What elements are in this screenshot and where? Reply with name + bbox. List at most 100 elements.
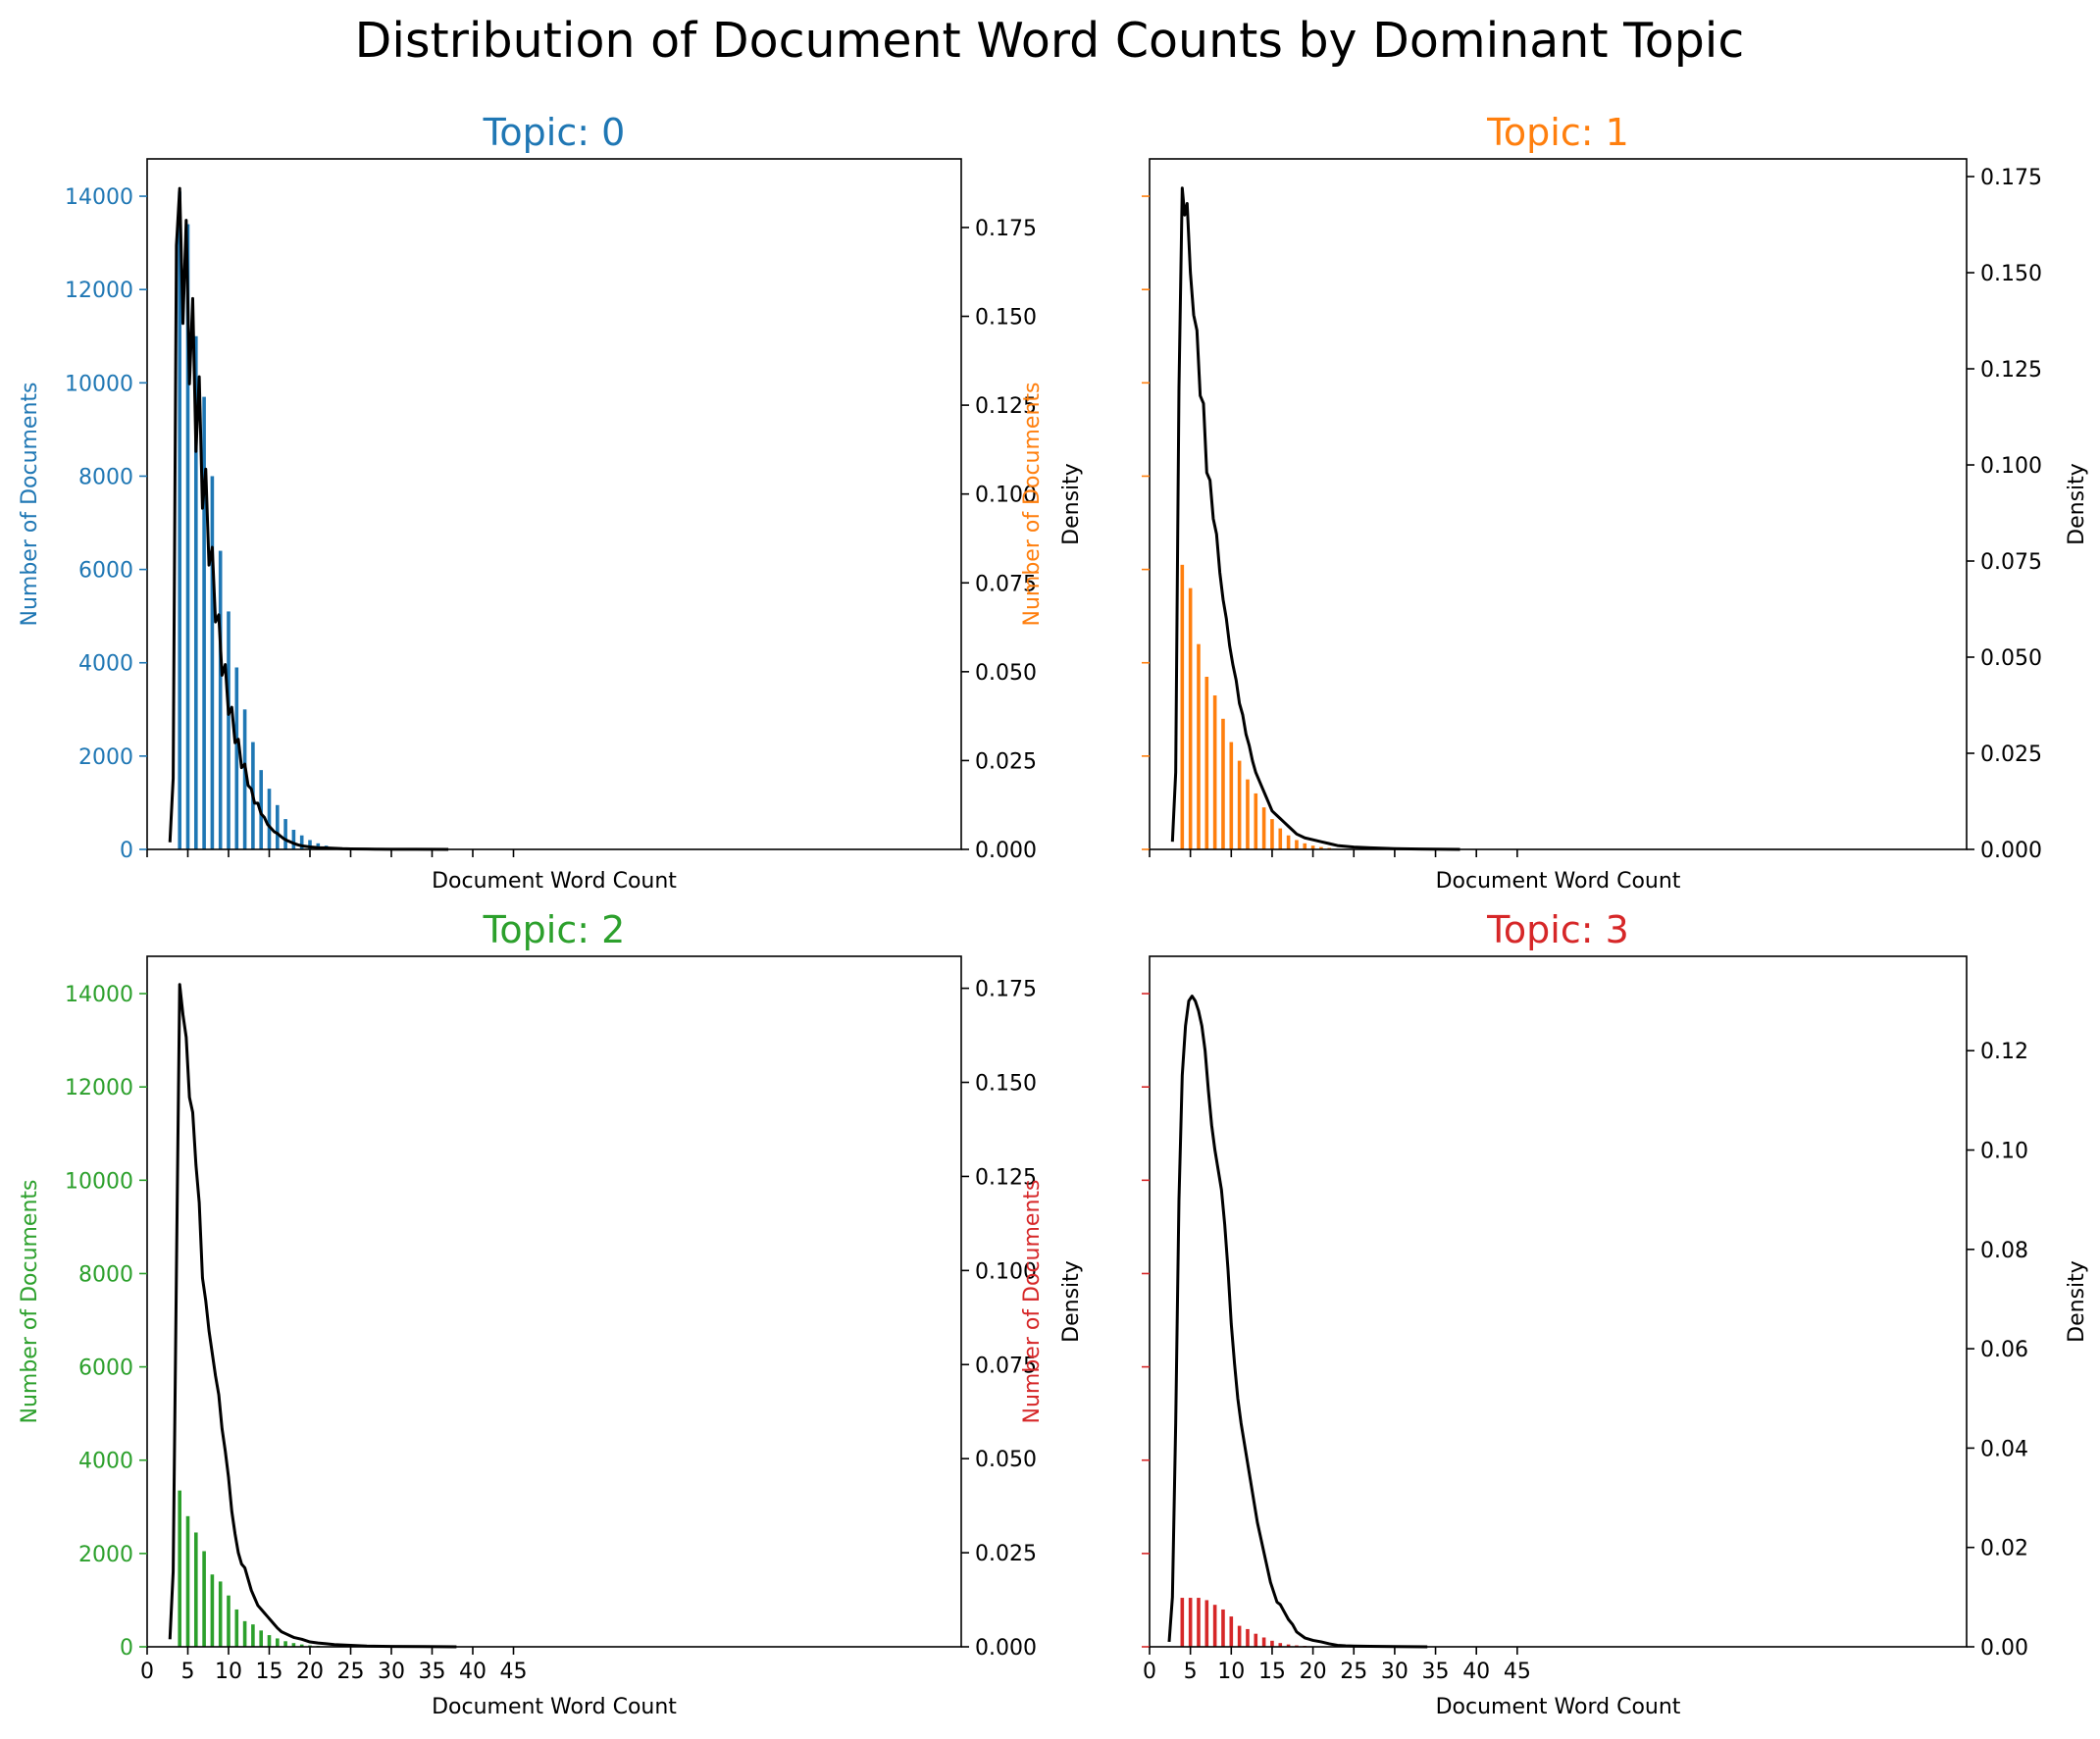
x-tick-label: 15 [1258,1660,1286,1684]
histogram-bar [299,1644,304,1647]
plot-frame [146,158,962,850]
right-y-tick-label: 0.050 [975,1448,1037,1472]
histogram-bar [1180,1598,1185,1647]
subplot-topic-0: 020004000600080001000012000140000.0000.0… [18,111,1084,894]
left-y-tick-label: 4000 [78,652,133,677]
density-line [168,983,457,1649]
histogram-bar [202,396,206,849]
histogram-bar [218,1581,223,1647]
histogram-bar [308,840,312,849]
x-tick-label: 45 [1504,1660,1531,1684]
histogram-bar [1278,828,1283,849]
subplot-title: Topic: 2 [483,908,626,951]
histogram-bar [1278,1643,1283,1647]
histogram-bar [210,476,215,849]
left-y-tick-label: 2000 [78,1543,133,1567]
subplot-topic-2: 020004000600080001000012000140000.0000.0… [18,908,1084,1719]
x-tick-label: 15 [256,1660,283,1684]
histogram-bar [1237,760,1242,849]
right-y-axis: 0.000 0.025 0.050 0.075 0.100 0.125 0.150 0.175 [1967,166,2042,863]
x-axis-label: Document Word Count [432,869,677,894]
left-y-tick-label: 14000 [65,185,133,210]
histogram-bar [1212,1605,1217,1647]
right-y-axis: 0.000 0.025 0.050 0.075 0.100 0.125 0.150 0.175 [961,217,1037,863]
right-y-tick-label: 0.02 [1980,1537,2028,1561]
histogram-bar [1221,718,1225,849]
left-y-tick-label: 6000 [78,559,133,584]
right-y-tick-label: 0.050 [975,661,1037,686]
right-y-axis-label: Density [1059,463,1084,545]
histogram-bar [1254,793,1258,849]
histogram-bar [1188,1598,1193,1647]
x-tick-label: 40 [1462,1660,1490,1684]
histogram-bar [1246,779,1250,849]
subplot-title: Topic: 3 [1486,908,1629,951]
right-y-tick-label: 0.075 [975,572,1037,596]
x-axis [146,849,515,857]
right-y-tick-label: 0.100 [1980,454,2042,479]
left-y-axis-label: Number of Documents [18,382,42,626]
subplot-title: Topic: 0 [483,111,626,154]
right-y-axis-label: Density [2065,1260,2089,1343]
subplot-topic-1: 0.000 0.025 0.050 0.075 0.100 0.125 0.150 0.175… [1020,111,2089,894]
histogram-bar [1229,1616,1234,1647]
x-axis-label: Document Word Count [432,1695,677,1719]
right-y-tick-label: 0.125 [1980,358,2042,383]
left-y-tick-label: 14000 [65,983,133,1007]
right-y-tick-label: 0.025 [975,1542,1037,1566]
right-y-tick-label: 0.050 [1980,646,2042,671]
right-y-tick-label: 0.075 [1980,550,2042,575]
histogram-bar [242,709,247,849]
histogram-bar [259,1630,263,1647]
x-tick-label: 35 [1422,1660,1450,1684]
histogram-bar [291,830,296,849]
right-y-axis: 0.000 0.025 0.050 0.075 0.100 0.125 0.150 0.175 [961,978,1037,1661]
right-y-tick-label: 0.12 [1980,1040,2028,1064]
histogram-bar [291,1643,296,1647]
x-tick-label: 10 [1217,1660,1245,1684]
right-y-tick-label: 0.100 [975,1259,1037,1284]
right-y-tick-label: 0.150 [975,306,1037,331]
histogram-bar [276,804,280,849]
right-y-tick-label: 0.175 [975,217,1037,241]
x-axis-label: Document Word Count [1436,1695,1681,1719]
histogram-bar [283,1641,287,1647]
histogram-bars [1180,564,1332,849]
histogram-bar [1180,564,1185,849]
x-tick-label: 30 [1381,1660,1409,1684]
right-y-tick-label: 0.075 [975,1354,1037,1378]
right-y-tick-label: 0.150 [975,1072,1037,1097]
left-y-tick-label: 6000 [78,1356,133,1381]
x-tick-label: 40 [459,1660,487,1684]
x-tick-label: 20 [1300,1660,1327,1684]
histogram-bar [234,1609,239,1647]
right-y-tick-label: 0.00 [1980,1636,2028,1661]
right-y-tick-label: 0.025 [975,749,1037,774]
left-y-tick-label: 12000 [65,279,133,303]
right-y-tick-label: 0.100 [975,484,1037,508]
histogram-bar [227,611,230,849]
right-y-tick-label: 0.000 [1980,839,2042,863]
x-axis-label: Document Word Count [1436,869,1681,894]
right-y-tick-label: 0.150 [1980,262,2042,286]
histogram-bar [178,191,181,850]
subplot-grid: 020004000600080001000012000140000.0000.0… [18,111,2089,1719]
histogram-bar [267,789,272,849]
left-y-axis-label: Number of Documents [1020,382,1045,626]
histogram-bar [178,1490,181,1647]
histogram-bar [1303,843,1307,849]
histogram-bars [178,1490,329,1647]
histogram-bar [251,1624,255,1647]
histogram-bar [210,1574,215,1647]
histogram-bar [283,819,287,849]
right-y-axis-label: Density [1059,1260,1084,1343]
histogram-bar [1261,807,1266,849]
x-tick-label: 5 [181,1660,195,1684]
histogram-bar [1270,819,1274,849]
right-y-tick-label: 0.04 [1980,1437,2028,1461]
subplot-topic-3: 0.00 0.02 0.04 0.06 0.08 0.10 0.12 0 5 10 15 20 25 30… [1020,908,2089,1719]
histogram-bar [276,1638,280,1647]
left-y-tick-label: 2000 [78,745,133,770]
